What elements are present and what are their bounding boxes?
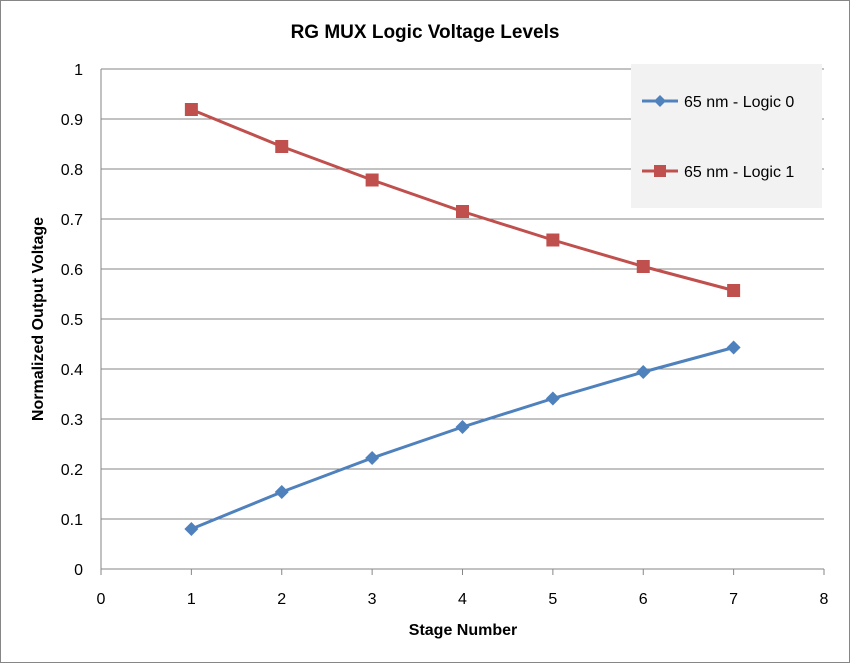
y-tick-label: 0.6 [61,262,83,279]
y-tick-label: 0.9 [61,112,83,129]
y-tick-label: 0.8 [61,162,83,179]
y-tick-label: 0.1 [61,512,83,529]
y-axis-title: Normalized Output Voltage [30,217,47,421]
data-point [636,260,650,273]
y-tick-label: 0.4 [61,362,83,379]
y-tick-label: 0.2 [61,462,83,479]
x-tick-label: 3 [368,591,377,608]
legend-box [631,64,822,208]
y-tick-label: 0.7 [61,212,83,229]
legend-marker-logic-1 [654,165,666,177]
x-tick-label: 0 [97,591,106,608]
data-point [184,103,198,116]
data-point [546,233,560,247]
data-point [365,173,379,187]
series-0 [184,340,741,536]
legend-label-logic-0: 65 nm - Logic 0 [684,94,794,111]
y-tick-label: 1 [74,62,83,79]
data-point [184,522,199,536]
data-point [636,365,651,379]
data-point [365,451,380,465]
x-tick-label: 5 [548,591,557,608]
y-tick-label: 0 [74,562,83,579]
legend-label-logic-1: 65 nm - Logic 1 [684,164,794,181]
y-tick-label: 0.5 [61,312,83,329]
legend-marker-logic-0 [654,95,666,107]
data-point [545,391,560,406]
data-point [727,284,741,297]
gridlines [101,68,824,520]
series-group [184,103,741,536]
x-tick-labels: 0 1 2 3 4 5 6 7 8 [97,591,829,608]
y-tick-label: 0.3 [61,412,83,429]
series-line [190,346,735,531]
x-tick-label: 6 [639,591,648,608]
x-tick-label: 4 [458,591,467,608]
data-point [456,205,469,218]
axes [100,69,825,575]
data-point [275,140,289,153]
chart-title: RG MUX Logic Voltage Levels [291,22,560,43]
legend: 65 nm - Logic 0 65 nm - Logic 1 [631,64,822,208]
data-point [455,420,470,434]
series-1 [184,103,741,297]
x-tick-label: 2 [277,591,286,608]
x-tick-label: 1 [187,591,196,608]
x-tick-label: 8 [820,591,829,608]
x-tick-label: 7 [729,591,738,608]
x-axis-title: Stage Number [409,622,517,639]
data-point [726,340,741,355]
data-point [274,485,289,499]
y-tick-labels: 0 0.1 0.2 0.3 0.4 0.5 0.6 0.7 0.8 0.9 1 [61,62,83,579]
